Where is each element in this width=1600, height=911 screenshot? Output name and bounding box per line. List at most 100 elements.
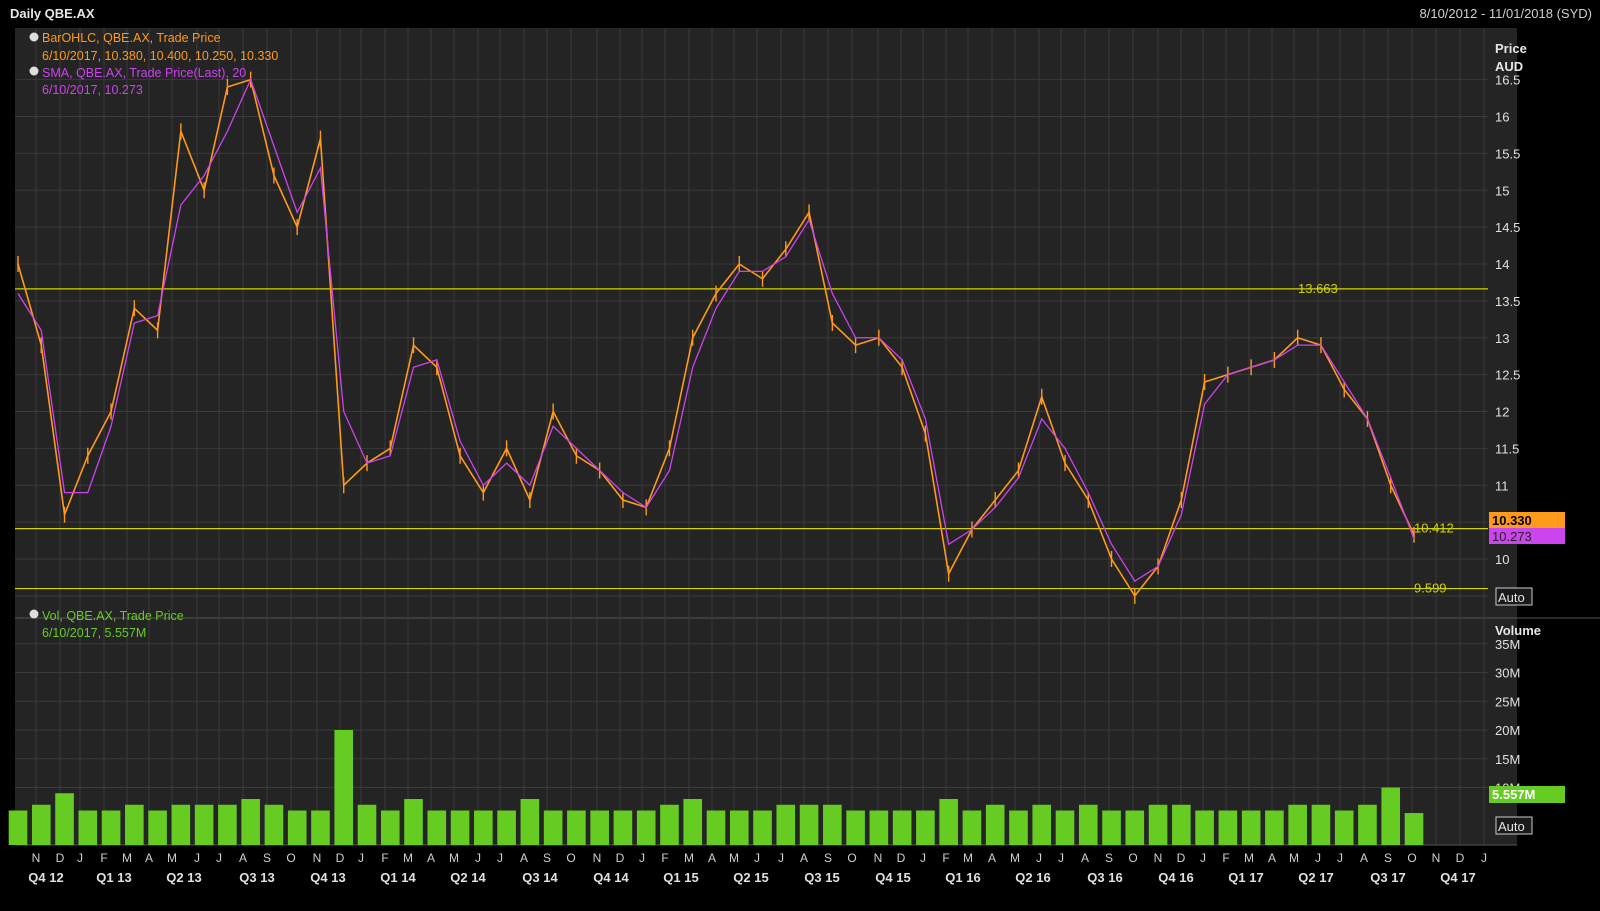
volume-bar[interactable] xyxy=(1125,810,1145,846)
info-icon[interactable] xyxy=(29,66,39,76)
volume-bar[interactable] xyxy=(148,810,167,846)
month-tick-label: D xyxy=(616,851,625,865)
volume-bar[interactable] xyxy=(869,810,889,846)
volume-bar[interactable] xyxy=(939,799,958,845)
sma-series[interactable] xyxy=(17,77,1415,583)
month-tick-label: M xyxy=(1289,851,1299,865)
volume-bar[interactable] xyxy=(380,810,400,846)
volume-bar[interactable] xyxy=(1288,804,1307,845)
volume-bar[interactable] xyxy=(1055,810,1075,846)
volume-bar[interactable] xyxy=(1381,787,1401,846)
volume-bar[interactable] xyxy=(125,804,144,845)
month-tick-label: M xyxy=(167,851,177,865)
month-tick-label: F xyxy=(942,851,949,865)
volume-bar[interactable] xyxy=(520,799,540,845)
volume-bar[interactable] xyxy=(31,804,51,845)
info-icon[interactable] xyxy=(29,32,39,42)
ohlc-legend-title: BarOHLC, QBE.AX, Trade Price xyxy=(42,31,221,45)
volume-bar[interactable] xyxy=(1265,810,1284,846)
volume-bar[interactable] xyxy=(753,810,772,846)
volume-bar[interactable] xyxy=(474,810,493,846)
volume-bar[interactable] xyxy=(1218,810,1238,846)
month-tick-label: J xyxy=(778,851,784,865)
volume-bar[interactable] xyxy=(427,810,447,846)
price-auto-button[interactable] xyxy=(1495,587,1533,606)
volume-bar[interactable] xyxy=(892,810,912,846)
month-tick-label: J xyxy=(639,851,645,865)
volume-bar[interactable] xyxy=(101,810,121,846)
quarter-tick-label: Q2 16 xyxy=(1015,870,1050,885)
sma-line[interactable] xyxy=(17,77,1415,583)
volume-bar[interactable] xyxy=(55,793,74,845)
volume-bar[interactable] xyxy=(171,804,191,845)
quarter-tick-label: Q1 13 xyxy=(96,870,131,885)
volume-bar[interactable] xyxy=(660,804,679,845)
volume-bar[interactable] xyxy=(567,810,586,846)
volume-bar[interactable] xyxy=(241,799,260,845)
price-legend: BarOHLC, QBE.AX, Trade Price 6/10/2017, … xyxy=(29,31,278,97)
month-tick-label: N xyxy=(593,851,602,865)
volume-bar[interactable] xyxy=(1334,810,1354,846)
volume-bar[interactable] xyxy=(1032,804,1052,845)
month-tick-label: D xyxy=(1177,851,1186,865)
volume-bar[interactable] xyxy=(311,810,330,846)
volume-auto-button[interactable] xyxy=(1495,816,1533,835)
volume-bar[interactable] xyxy=(287,810,307,846)
month-tick-label: A xyxy=(1081,851,1089,865)
volume-bar[interactable] xyxy=(1009,810,1028,846)
month-tick-label: F xyxy=(381,851,388,865)
month-tick-label: A xyxy=(708,851,716,865)
info-icon[interactable] xyxy=(29,609,39,619)
volume-bar[interactable] xyxy=(450,810,470,846)
volume-bar[interactable] xyxy=(1404,813,1424,845)
volume-bar[interactable] xyxy=(1148,804,1168,845)
volume-bar[interactable] xyxy=(1172,804,1191,845)
price-auto-label: Auto xyxy=(1498,590,1525,605)
sma-legend-title: SMA, QBE.AX, Trade Price(Last), 20 xyxy=(42,66,246,80)
volume-bar[interactable] xyxy=(729,810,749,846)
volume-bar[interactable] xyxy=(985,804,1005,845)
volume-bar[interactable] xyxy=(78,810,98,846)
volume-bar[interactable] xyxy=(8,810,28,846)
volume-bar[interactable] xyxy=(613,810,633,846)
volume-bar[interactable] xyxy=(823,804,842,845)
volume-bar[interactable] xyxy=(962,810,982,846)
volume-bar[interactable] xyxy=(497,810,516,846)
volume-bar[interactable] xyxy=(846,810,865,846)
volume-bar[interactable] xyxy=(706,810,726,846)
volume-bar[interactable] xyxy=(1358,804,1377,845)
volume-bar[interactable] xyxy=(404,799,423,845)
volume-bar[interactable] xyxy=(590,810,609,846)
month-tick-label: O xyxy=(1128,851,1137,865)
volume-bar[interactable] xyxy=(683,799,703,845)
volume-bar[interactable] xyxy=(1241,810,1261,846)
volume-bars[interactable] xyxy=(8,730,1424,846)
month-tick-label: O xyxy=(286,851,295,865)
volume-bar[interactable] xyxy=(264,804,284,845)
volume-tick-label: 20M xyxy=(1495,723,1520,738)
volume-bar[interactable] xyxy=(218,804,237,845)
grid-lines xyxy=(15,28,1488,845)
volume-bar[interactable] xyxy=(1102,810,1121,846)
volume-legend-title: Vol, QBE.AX, Trade Price xyxy=(42,609,184,623)
volume-tick-label: 15M xyxy=(1495,752,1520,767)
volume-bar[interactable] xyxy=(1195,810,1214,846)
price-tick-label: 15 xyxy=(1495,183,1509,198)
volume-bar[interactable] xyxy=(636,810,656,846)
volume-bar[interactable] xyxy=(334,730,354,845)
month-tick-label: J xyxy=(194,851,200,865)
volume-bar[interactable] xyxy=(799,804,819,845)
volume-bar[interactable] xyxy=(1078,804,1098,845)
volume-bar[interactable] xyxy=(543,810,563,846)
month-tick-label: D xyxy=(897,851,906,865)
volume-bar[interactable] xyxy=(776,804,796,845)
volume-bar[interactable] xyxy=(916,810,935,846)
quarter-tick-label: Q4 13 xyxy=(310,870,345,885)
quarter-tick-label: Q1 14 xyxy=(380,870,416,885)
month-tick-label: F xyxy=(661,851,668,865)
volume-bar[interactable] xyxy=(1311,804,1331,845)
volume-bar[interactable] xyxy=(357,804,377,845)
volume-bar[interactable] xyxy=(194,804,214,845)
